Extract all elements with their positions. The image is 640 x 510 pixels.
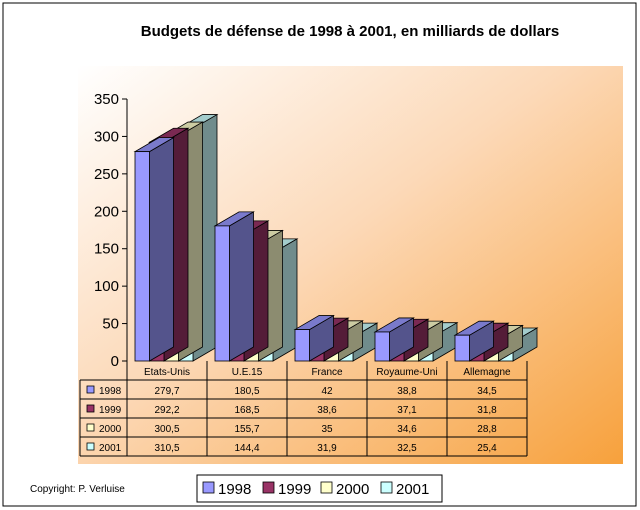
bar-front	[294, 329, 310, 362]
table-value: 38,8	[397, 386, 417, 397]
table-value: 310,5	[154, 443, 179, 454]
legend-box	[196, 474, 443, 503]
bar-front	[214, 225, 230, 362]
bar-front	[454, 334, 470, 362]
table-value: 31,9	[317, 443, 337, 454]
legend-swatch	[320, 481, 333, 494]
bar-front	[134, 151, 150, 362]
table-legend-key	[86, 404, 95, 413]
y-tick-label: 350	[94, 91, 119, 108]
y-tick-label: 200	[94, 203, 119, 220]
y-tick-label: 0	[111, 353, 119, 370]
table-value: 37,1	[397, 405, 417, 416]
legend-label: 2000	[336, 481, 369, 498]
data-table: Etats-Unis U.E.15 France Royaume-Uni Allemag…	[79, 361, 528, 457]
table-series-label: 1999	[99, 405, 122, 416]
table-value: 31,8	[477, 405, 497, 416]
bar-1998-2	[213, 211, 255, 362]
bar-1998-4	[373, 317, 415, 362]
bar-1998-3	[293, 314, 335, 362]
table-value: 32,5	[397, 443, 417, 454]
table-value: 42	[321, 386, 333, 397]
legend-swatch	[202, 481, 215, 494]
table-value: 35	[321, 424, 333, 435]
table-value: 279,7	[154, 386, 179, 397]
table-series-label: 2000	[99, 424, 122, 435]
table-legend-key	[86, 385, 95, 394]
table-legend-key	[86, 442, 95, 451]
table-value: 28,8	[477, 424, 497, 435]
table-value: 34,5	[477, 386, 497, 397]
legend-label: 1998	[218, 481, 251, 498]
table-value: 168,5	[234, 405, 259, 416]
table-value: 300,5	[154, 424, 179, 435]
y-axis: 0 50 100 150 200 250 300 350	[94, 91, 128, 370]
bar-1998-5	[453, 320, 495, 362]
y-tick-label: 100	[94, 278, 119, 295]
bar-side	[229, 211, 254, 362]
category-label: France	[311, 367, 343, 378]
table-value: 144,4	[234, 443, 259, 454]
legend-label: 2001	[396, 481, 429, 498]
y-tick-label: 50	[102, 316, 119, 333]
table-value: 155,7	[234, 424, 259, 435]
bar-front	[374, 331, 390, 362]
category-label: Allemagne	[463, 367, 511, 378]
y-tick-label: 250	[94, 166, 119, 183]
table-value: 180,5	[234, 386, 259, 397]
table-value: 34,6	[397, 424, 417, 435]
table-value: 292,2	[154, 405, 179, 416]
category-label: U.E.15	[232, 367, 263, 378]
category-label: Royaume-Uni	[376, 367, 437, 378]
legend-label: 1999	[278, 481, 311, 498]
legend: 1998 1999 2000 2001	[196, 474, 443, 503]
copyright-text: Copyright: P. Verluise	[30, 484, 125, 495]
legend-swatch	[262, 481, 275, 494]
legend-swatch	[380, 481, 393, 494]
table-series-label: 2001	[99, 443, 122, 454]
table-value: 25,4	[477, 443, 497, 454]
bars	[133, 113, 539, 362]
table-legend-key	[86, 423, 95, 432]
category-label: Etats-Unis	[144, 367, 190, 378]
table-series-label: 1998	[99, 386, 122, 397]
table-value: 38,6	[317, 405, 337, 416]
chart-title: Budgets de défense de 1998 à 2001, en mi…	[141, 23, 560, 40]
y-tick-label: 150	[94, 241, 119, 258]
y-tick-label: 300	[94, 128, 119, 145]
bar-1998-1	[133, 136, 175, 362]
bar-side	[149, 136, 174, 362]
